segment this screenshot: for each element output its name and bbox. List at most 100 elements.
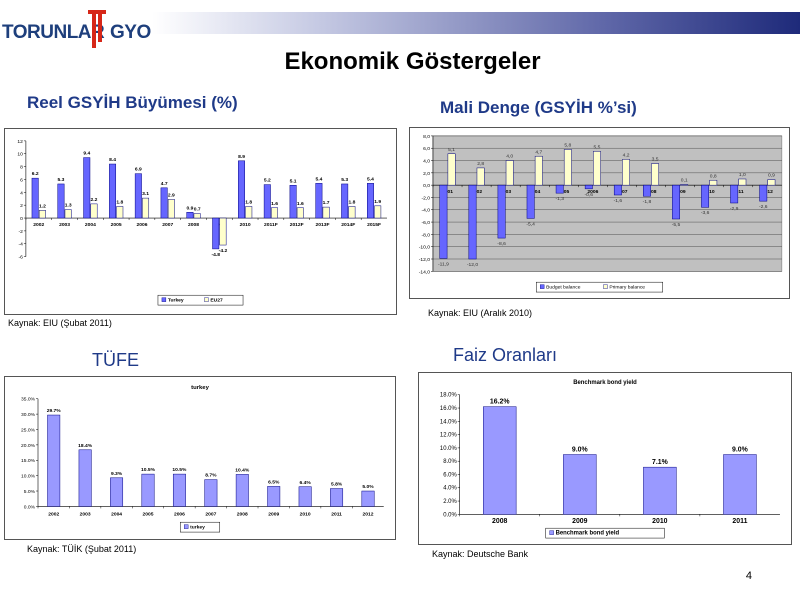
data-label: 6.9 bbox=[135, 167, 142, 173]
data-label: 1.8 bbox=[116, 199, 123, 205]
category-label: 2010 bbox=[704, 189, 715, 195]
bar bbox=[447, 153, 456, 186]
y-tick-label: 18.0% bbox=[440, 393, 458, 399]
data-label: 2.2 bbox=[91, 197, 98, 203]
bar bbox=[47, 414, 61, 507]
bar bbox=[584, 184, 593, 190]
plot-area bbox=[432, 135, 783, 272]
data-label: 9.0% bbox=[572, 447, 588, 454]
data-label: -8,6 bbox=[497, 241, 506, 247]
y-tick-label: -6 bbox=[19, 255, 24, 261]
cpi-source: Kaynak: TÜİK (Şubat 2011) bbox=[27, 544, 137, 554]
data-label: 3,5 bbox=[652, 157, 659, 163]
growth-heading: Reel GSYİH Büyümesi (%) bbox=[27, 93, 238, 112]
y-tick-label: 4.0% bbox=[443, 486, 457, 492]
y-tick-label: 0.0% bbox=[443, 512, 457, 518]
y-tick-label: 2,0 bbox=[423, 171, 430, 177]
category-label: 2012F bbox=[290, 222, 304, 228]
bar bbox=[497, 184, 506, 239]
y-tick-label: -14,0 bbox=[419, 269, 431, 275]
y-tick-label: 2 bbox=[20, 203, 23, 209]
y-tick-label: 6 bbox=[20, 177, 23, 183]
bar bbox=[90, 203, 98, 219]
category-label: 2006 bbox=[587, 189, 598, 195]
bar bbox=[271, 207, 278, 219]
bar bbox=[186, 212, 194, 219]
data-label: 9.0% bbox=[732, 447, 748, 454]
bar bbox=[212, 217, 220, 250]
data-label: 1.7 bbox=[323, 200, 330, 206]
bar bbox=[219, 217, 227, 246]
category-label: 2004 bbox=[111, 511, 122, 517]
y-tick-label: 35.0% bbox=[21, 397, 36, 403]
data-label: -5,4 bbox=[526, 221, 535, 227]
rates-chart: Benchmark bond yield 18.0% 16.0% 14.0% 12.0%… bbox=[418, 372, 792, 545]
bar bbox=[315, 183, 323, 219]
category-label: 2009 bbox=[675, 189, 686, 195]
data-label: 9.4 bbox=[83, 151, 90, 157]
data-label: -12,0 bbox=[467, 262, 479, 268]
category-label: 2007 bbox=[162, 222, 173, 228]
category-label: 2006 bbox=[174, 511, 185, 517]
category-label: 2009 bbox=[268, 511, 279, 517]
data-label: 5,1 bbox=[448, 147, 455, 153]
rates-heading: Faiz Oranları bbox=[453, 345, 558, 365]
y-tick-label: -2 bbox=[19, 229, 24, 235]
data-label: 5.1 bbox=[290, 178, 297, 184]
bar bbox=[57, 183, 65, 219]
bar bbox=[204, 479, 218, 507]
bar bbox=[555, 184, 564, 194]
y-tick-label: 16.0% bbox=[440, 406, 458, 412]
legend-swatch bbox=[540, 284, 545, 289]
data-label: 1.2 bbox=[39, 203, 46, 209]
data-label: 5,8 bbox=[564, 142, 571, 148]
bar bbox=[643, 466, 677, 515]
data-label: -5,5 bbox=[672, 222, 681, 228]
y-tick-label: 14.0% bbox=[440, 419, 458, 425]
category-label: 2005 bbox=[111, 222, 122, 228]
bar bbox=[110, 477, 124, 507]
plot-area bbox=[25, 140, 387, 257]
bar bbox=[730, 184, 739, 204]
category-label: 2007 bbox=[205, 511, 216, 517]
data-label: -2,9 bbox=[730, 206, 739, 212]
bar bbox=[341, 183, 349, 219]
data-label: 4.7 bbox=[161, 181, 168, 187]
bar bbox=[563, 149, 572, 186]
bar bbox=[31, 177, 39, 219]
bar bbox=[78, 449, 92, 507]
y-tick-label: -12,0 bbox=[419, 257, 431, 263]
y-tick-label: 30.0% bbox=[21, 412, 36, 418]
category-label: 2004 bbox=[529, 189, 540, 195]
y-tick-label: 6,0 bbox=[423, 146, 430, 152]
y-tick-label: 10.0% bbox=[21, 474, 36, 480]
y-tick-label: 4 bbox=[20, 190, 23, 196]
data-label: 2.9 bbox=[168, 192, 175, 198]
y-tick-label: -4,0 bbox=[421, 208, 430, 214]
data-label: -4.8 bbox=[211, 252, 220, 258]
bar bbox=[767, 179, 776, 186]
logo-right-text: GYO bbox=[110, 22, 151, 43]
y-tick-label: 10 bbox=[17, 152, 23, 158]
category-label: 2009 bbox=[572, 518, 588, 525]
page-title: Ekonomik Göstergeler bbox=[284, 48, 541, 75]
y-tick-label: 0 bbox=[20, 216, 23, 222]
bar bbox=[367, 183, 374, 219]
bar bbox=[723, 454, 757, 515]
cpi-chart: turkey 35.0% 30.0% 25.0% 20.0% 15.0% 10.0% 5.0%… bbox=[4, 376, 396, 540]
logo-left-text: TORUNLAR bbox=[2, 22, 105, 43]
data-label: 7.1% bbox=[652, 459, 668, 466]
bar bbox=[361, 490, 375, 507]
legend-swatch bbox=[549, 530, 554, 535]
category-label: 2003 bbox=[80, 511, 91, 517]
header-gradient-bar bbox=[152, 12, 800, 34]
category-label: 2001 bbox=[442, 189, 453, 195]
bar bbox=[238, 160, 245, 219]
data-label: -1,6 bbox=[614, 198, 623, 204]
data-label: 6.4% bbox=[300, 480, 312, 486]
category-label: 2010 bbox=[652, 518, 668, 525]
bar bbox=[534, 155, 543, 186]
y-tick-label: -10,0 bbox=[419, 245, 431, 251]
bar bbox=[38, 210, 46, 219]
category-label: 2004 bbox=[85, 222, 96, 228]
